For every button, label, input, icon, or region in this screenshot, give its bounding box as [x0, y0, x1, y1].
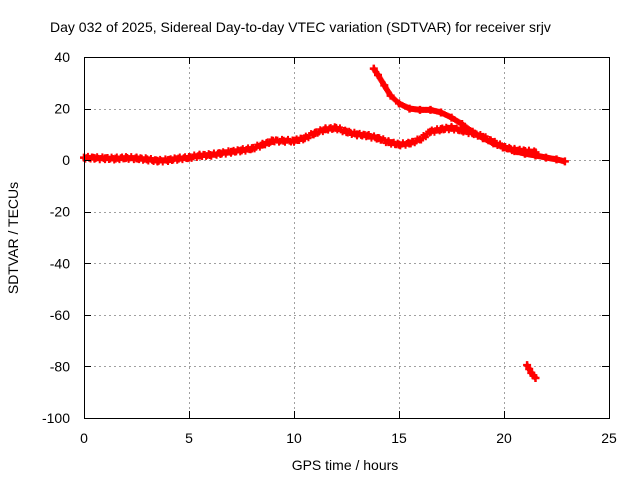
data-point: [405, 139, 414, 148]
data-point: [552, 155, 561, 164]
data-point: [489, 139, 498, 148]
x-axis-title: GPS time / hours: [292, 457, 399, 473]
x-tick-label: 0: [80, 430, 88, 446]
data-point: [560, 157, 569, 166]
data-point: [416, 105, 424, 114]
data-point: [332, 123, 340, 132]
data-point: [258, 140, 267, 149]
y-tick-label: -40: [50, 255, 70, 271]
y-axis-title: SDTVAR / TECUs: [5, 182, 21, 294]
series-0: [80, 122, 540, 166]
series-2: [523, 361, 540, 383]
trace-marker: [422, 134, 429, 141]
data-point: [101, 154, 109, 163]
data-point: [395, 140, 403, 149]
chart-title: Day 032 of 2025, Sidereal Day-to-day VTE…: [50, 19, 551, 35]
data-point: [111, 154, 120, 163]
data-point: [90, 154, 99, 163]
data-point: [353, 130, 361, 139]
axis-ticks: 0 5 10 15 20 25 -100 -80 -60 -40 -20 0 20 40: [42, 49, 617, 446]
data-point: [531, 151, 540, 160]
data-point: [510, 147, 519, 156]
x-tick-label: 25: [601, 430, 617, 446]
data-point: [164, 156, 172, 165]
data-point: [143, 155, 151, 164]
data-point: [132, 154, 141, 163]
x-tick-label: 20: [496, 430, 512, 446]
data-point: [437, 125, 445, 134]
plot-frame: [84, 57, 610, 419]
data-point: [395, 99, 403, 108]
data-point: [195, 151, 204, 160]
data-point: [153, 156, 162, 165]
data-point: [542, 153, 550, 162]
data-point: [269, 136, 277, 145]
y-tick-label: -100: [42, 410, 70, 426]
data-point: [380, 81, 389, 90]
data-point: [500, 143, 508, 152]
x-tick-label: 5: [185, 430, 193, 446]
data-point: [386, 91, 395, 100]
data-point: [290, 136, 298, 145]
data-point: [237, 146, 246, 155]
data-point: [447, 123, 456, 132]
x-tick-label: 10: [286, 430, 302, 446]
data-point: [426, 105, 435, 114]
data-point: [185, 153, 193, 162]
data-point: [384, 138, 393, 147]
y-tick-label: 40: [54, 49, 70, 65]
grid-lines: [84, 57, 609, 418]
data-point: [216, 149, 225, 158]
data-point: [248, 144, 256, 153]
data-point: [531, 374, 540, 383]
series-1: [369, 64, 569, 166]
data-point: [437, 108, 445, 117]
data-point: [374, 71, 382, 80]
data-point: [174, 154, 183, 163]
data-point: [363, 131, 372, 140]
data-point: [521, 149, 529, 158]
data-point: [300, 134, 309, 143]
data-point: [206, 150, 214, 159]
data-point: [311, 129, 319, 138]
data-point: [342, 127, 351, 136]
data-point: [369, 64, 378, 73]
x-tick-label: 15: [391, 430, 407, 446]
data-point: [227, 147, 235, 156]
data-point: [426, 127, 435, 136]
y-tick-label: 20: [54, 101, 70, 117]
data-points: [80, 64, 569, 383]
data-point: [321, 125, 330, 134]
data-point: [122, 153, 130, 162]
y-tick-label: -60: [50, 307, 70, 323]
data-point: [405, 104, 414, 113]
data-point: [447, 113, 456, 122]
data-point: [416, 135, 424, 144]
data-point: [468, 127, 477, 136]
data-point: [374, 134, 382, 143]
y-tick-label: 0: [62, 152, 70, 168]
data-point: [279, 136, 288, 145]
data-point: [458, 120, 466, 129]
y-tick-label: -80: [50, 358, 70, 374]
y-tick-label: -20: [50, 204, 70, 220]
data-point: [479, 134, 487, 143]
